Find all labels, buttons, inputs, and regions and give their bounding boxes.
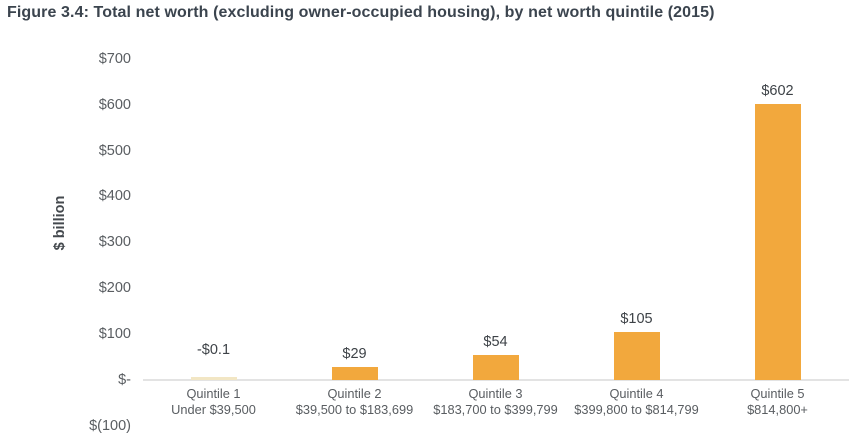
y-tick-label: $300 — [98, 234, 131, 251]
x-category-line1: Quintile 4 — [609, 386, 664, 401]
x-axis-baseline — [143, 379, 849, 381]
y-tick-label: $- — [118, 372, 131, 388]
bar-quintile-5 — [754, 103, 801, 380]
y-tick-label: $700 — [98, 50, 131, 67]
x-category-line2: $399,800 to $814,799 — [574, 402, 699, 417]
bar-value-label: $602 — [761, 82, 794, 99]
bar-value-label: $105 — [620, 310, 653, 327]
x-category-label: Quintile 4 $399,800 to $814,799 — [561, 386, 713, 418]
x-category-label: Quintile 3 $183,700 to $399,799 — [420, 386, 572, 418]
bar-quintile-3 — [472, 355, 519, 380]
x-category-label: Quintile 1 Under $39,500 — [138, 386, 290, 418]
x-category-line2: $814,800+ — [747, 402, 808, 417]
bar-value-label: $29 — [342, 345, 367, 362]
x-category-line1: Quintile 1 — [186, 386, 241, 401]
y-tick-label: $400 — [98, 188, 131, 205]
x-category-line2: $39,500 to $183,699 — [295, 402, 414, 417]
bar-quintile-2 — [331, 366, 378, 380]
y-tick-label: $600 — [98, 96, 131, 113]
bar-value-label: $54 — [483, 334, 508, 351]
y-tick-label: $200 — [98, 280, 131, 297]
bar-value-label: -$0.1 — [196, 342, 231, 358]
x-category-line1: Quintile 2 — [327, 386, 382, 401]
y-tick-label: $(100) — [89, 417, 131, 434]
x-category-label: Quintile 2 $39,500 to $183,699 — [279, 386, 431, 418]
chart-title: Figure 3.4: Total net worth (excluding o… — [7, 4, 715, 21]
y-tick-label: $500 — [98, 142, 131, 159]
x-category-line1: Quintile 3 — [468, 386, 523, 401]
bar-quintile-4 — [613, 331, 660, 380]
x-category-line2: $183,700 to $399,799 — [433, 402, 558, 417]
y-tick-label: $100 — [98, 326, 131, 343]
bar-quintile-1 — [190, 377, 237, 380]
x-category-line1: Quintile 5 — [750, 386, 805, 401]
x-category-label: Quintile 5 $814,800+ — [702, 386, 850, 418]
x-category-line2: Under $39,500 — [171, 402, 256, 417]
